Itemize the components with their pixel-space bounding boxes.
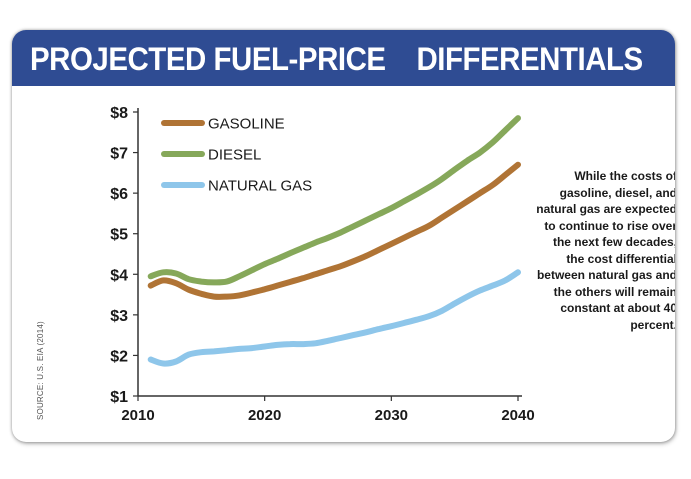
chart-card: PROJECTED FUEL-PRICE DIFFERENTIALS $1 $2 $…	[12, 30, 675, 442]
series-line-gasoline	[147, 161, 521, 300]
source-note: SOURCE: U.S. EIA (2014)	[36, 321, 45, 420]
chart-description: While the costs of gasoline, diesel, and…	[536, 169, 675, 332]
x-tick-label: 2030	[375, 407, 408, 424]
y-tick-label: $6	[110, 186, 128, 203]
y-tick-label: $2	[110, 348, 128, 365]
y-tick-label: $1	[110, 389, 128, 406]
y-tick-label: $3	[110, 308, 128, 325]
legend-label-gasoline: GASOLINE	[208, 116, 285, 133]
y-tick-label: $5	[110, 227, 128, 244]
y-tick-label: $4	[110, 267, 128, 284]
series-line-natural-gas	[147, 269, 521, 367]
x-tick-label: 2040	[501, 407, 534, 424]
line-chart: $1 $2 $3 $4 $5 $6 $7 $8 2010 2020 2030 2040 GASOLINE…	[110, 105, 534, 424]
chart-title: PROJECTED FUEL-PRICE DIFFERENTIALS	[30, 41, 643, 77]
y-tick-label: $7	[110, 146, 128, 163]
legend-label-natural-gas: NATURAL GAS	[208, 178, 312, 195]
legend-label-diesel: DIESEL	[208, 147, 261, 164]
title-banner: PROJECTED FUEL-PRICE DIFFERENTIALS	[12, 30, 675, 86]
series-line-diesel	[147, 115, 521, 286]
x-tick-label: 2010	[121, 407, 154, 424]
x-tick-label: 2020	[248, 407, 281, 424]
y-tick-label: $8	[110, 105, 128, 122]
